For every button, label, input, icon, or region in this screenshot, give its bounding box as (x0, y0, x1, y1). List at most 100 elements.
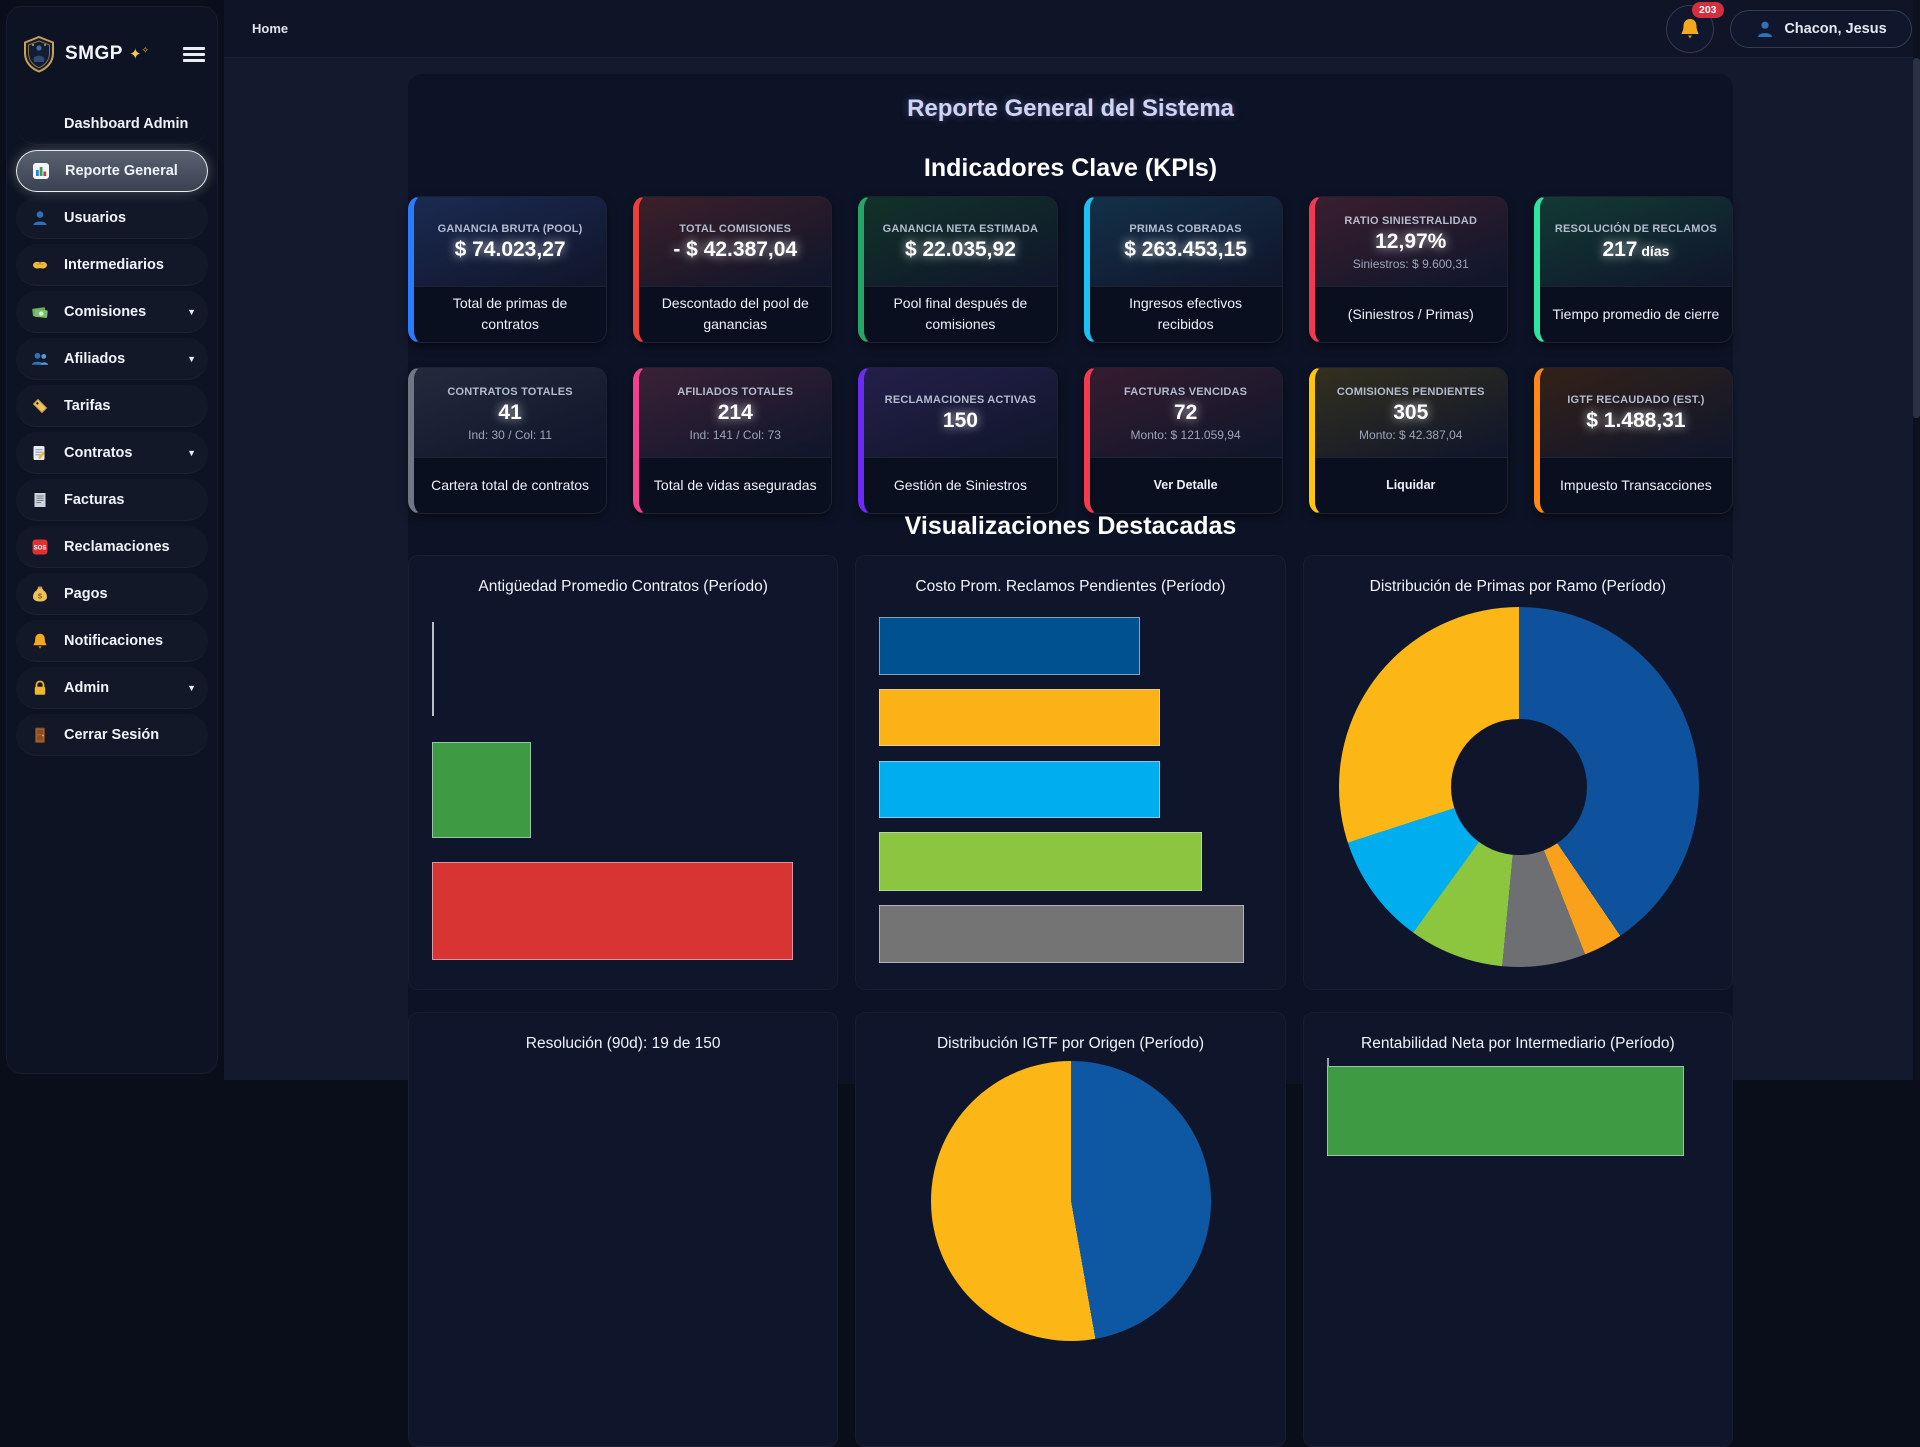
kpi-value: $ 263.453,15 (1124, 237, 1247, 261)
sidebar-item-afiliados[interactable]: Afiliados ▼ (16, 338, 208, 380)
donut-hole (1450, 719, 1587, 855)
chart-title: Rentabilidad Neta por Intermediario (Per… (1361, 1035, 1675, 1052)
lock-icon (31, 679, 49, 697)
kpi-card-header: AFILIADOS TOTALES 214 Ind: 141 / Col: 73 (639, 368, 832, 457)
sidebar-item-label: Reporte General (65, 163, 178, 179)
kpi-value: 12,97% (1375, 229, 1447, 253)
kpi-value: $ 74.023,27 (454, 237, 566, 261)
kpi-label: CONTRATOS TOTALES (447, 385, 573, 398)
chart-card: Distribución de Primas por Ramo (Período… (1302, 555, 1733, 990)
sidebar-item-intermediarios[interactable]: Intermediarios (16, 244, 208, 286)
money-bag-icon: $ (31, 585, 49, 603)
kpi-subtext: Ind: 30 / Col: 11 (468, 427, 552, 442)
app-logo-shield-icon (24, 35, 54, 73)
kpi-label: GANANCIA NETA ESTIMADA (882, 222, 1039, 235)
kpi-card-primas-cobradas: PRIMAS COBRADAS $ 263.453,15 Ingresos efec… (1083, 196, 1283, 343)
bar-segment (879, 905, 1245, 963)
kpi-label: FACTURAS VENCIDAS (1123, 385, 1248, 398)
sidebar-item-comisiones[interactable]: Comisiones ▼ (16, 291, 208, 333)
kpi-card-header: GANANCIA NETA ESTIMADA $ 22.035,92 (864, 197, 1057, 286)
user-menu-button[interactable]: Chacon, Jesus (1730, 10, 1912, 48)
scrollbar-thumb[interactable] (1913, 58, 1920, 418)
notifications-button[interactable] (1666, 5, 1714, 53)
user-icon (31, 209, 49, 227)
sidebar-item-cerrar-sesion[interactable]: Cerrar Sesión (16, 714, 208, 756)
kpi-description: Total de primas de contratos (452, 294, 568, 333)
chart-card: Costo Prom. Reclamos Pendientes (Período… (855, 555, 1286, 990)
kpi-label: RECLAMACIONES ACTIVAS (884, 394, 1037, 406)
kpi-description: Tiempo promedio de cierre (1552, 305, 1720, 322)
kpi-card-header: RECLAMACIONES ACTIVAS 150 (864, 368, 1057, 457)
sidebar-item-dashboard-admin[interactable]: Dashboard Admin (16, 103, 208, 145)
sidebar-item-label: Reclamaciones (64, 538, 170, 555)
kpi-card-header: GANANCIA BRUTA (POOL) $ 74.023,27 (414, 197, 607, 286)
sidebar-item-label: Tarifas (64, 397, 111, 414)
kpi-card-footer: Cartera total de contratos (414, 457, 607, 513)
kpi-description: Ingresos efectivos recibidos (1129, 294, 1242, 333)
notifications-badge: 203 (1692, 2, 1724, 18)
kpi-card-igtf-recaudado-est: IGTF RECAUDADO (EST.) $ 1.488,31 Impuesto … (1533, 367, 1733, 514)
chart-title: Distribución IGTF por Origen (Período) (936, 1035, 1205, 1052)
sidebar-item-reporte-general[interactable]: Reporte General (16, 150, 208, 192)
sidebar-item-contratos[interactable]: Contratos ▼ (16, 432, 208, 474)
kpi-subtext: Monto: $ 121.059,94 (1130, 427, 1241, 442)
sidebar-item-admin[interactable]: Admin ▼ (16, 667, 208, 709)
door-icon (31, 726, 49, 744)
handshake-icon (31, 256, 49, 274)
chart-title: Costo Prom. Reclamos Pendientes (Período… (915, 578, 1226, 595)
chevron-down-icon: ▼ (187, 306, 196, 317)
menu-toggle-icon[interactable] (183, 44, 205, 65)
kpi-card-ganancia-bruta-pool: GANANCIA BRUTA (POOL) $ 74.023,27 Total de… (408, 196, 608, 343)
sidebar-item-label: Notificaciones (64, 632, 164, 649)
axis-tick (1326, 1058, 1329, 1068)
breadcrumb[interactable]: Home (252, 21, 289, 36)
kpi-card-header: RESOLUCIÓN DE RECLAMOS 217 días (1539, 197, 1732, 286)
kpi-row-2: CONTRATOS TOTALES 41 Ind: 30 / Col: 11 Cart… (408, 367, 1733, 514)
kpi-card-header: PRIMAS COBRADAS $ 263.453,15 (1089, 197, 1282, 286)
chart-title: Antigüedad Promedio Contratos (Período) (478, 578, 768, 595)
app-name: SMGP (65, 43, 123, 64)
users-icon (31, 350, 49, 368)
sidebar-item-label: Afiliados (64, 350, 126, 367)
sidebar-nav: Dashboard Admin Reporte General Usuarios In… (7, 103, 217, 756)
kpi-card-footer: Liquidar (1314, 457, 1507, 513)
kpi-card-ganancia-neta-estimada: GANANCIA NETA ESTIMADA $ 22.035,92 Pool fi… (858, 196, 1058, 343)
chart-card: Rentabilidad Neta por Intermediario (Per… (1302, 1012, 1733, 1447)
kpi-value: 72 (1173, 400, 1198, 424)
viz-section-heading: Visualizaciones Destacadas (904, 512, 1237, 540)
kpi-value: $ 1.488,31 (1586, 409, 1686, 432)
sos-icon: SOS (31, 538, 49, 556)
bar-segment (432, 622, 434, 716)
kpi-label: IGTF RECAUDADO (EST.) (1567, 394, 1705, 406)
bar-segment (879, 689, 1160, 746)
kpi-action-button[interactable]: Liquidar (1386, 477, 1436, 492)
page-title: Reporte General del Sistema (907, 95, 1234, 122)
kpi-card-footer: Gestión de Siniestros (864, 457, 1057, 513)
tag-icon (31, 397, 49, 415)
sidebar-item-facturas[interactable]: Facturas (16, 479, 208, 521)
sidebar-item-tarifas[interactable]: Tarifas (16, 385, 208, 427)
kpi-value: 214 (717, 400, 753, 424)
chevron-down-icon: ▼ (187, 353, 196, 364)
sidebar-item-pagos[interactable]: $ Pagos (16, 573, 208, 615)
kpi-card-header: TOTAL COMISIONES - $ 42.387,04 (639, 197, 832, 286)
sidebar-item-usuarios[interactable]: Usuarios (16, 197, 208, 239)
sidebar-item-label: Cerrar Sesión (64, 726, 160, 743)
sidebar-item-label: Pagos (64, 585, 108, 602)
kpi-label: GANANCIA BRUTA (POOL) (437, 222, 583, 235)
kpi-action-button[interactable]: Ver Detalle (1153, 477, 1218, 492)
kpi-card-footer: Pool final después de comisiones (864, 285, 1057, 342)
kpi-card-comisiones-pendientes: COMISIONES PENDIENTES 305 Monto: $ 42.387,… (1308, 367, 1508, 514)
sidebar-item-notificaciones[interactable]: Notificaciones (16, 620, 208, 662)
kpi-description: Gestión de Siniestros (893, 476, 1027, 493)
chart-row: Antigüedad Promedio Contratos (Período) C… (408, 555, 1733, 990)
svg-text:$: $ (38, 591, 43, 600)
sidebar-item-reclamaciones[interactable]: SOS Reclamaciones (16, 526, 208, 568)
bell-icon (31, 632, 49, 650)
kpi-card-header: COMISIONES PENDIENTES 305 Monto: $ 42.387,… (1314, 368, 1507, 457)
kpi-description: Impuesto Transacciones (1560, 476, 1712, 493)
page-scrollbar (1913, 0, 1920, 1080)
bar-chart-icon (32, 162, 50, 180)
kpi-card-footer: Ver Detalle (1089, 457, 1282, 513)
kpi-value: 41 (498, 400, 522, 424)
